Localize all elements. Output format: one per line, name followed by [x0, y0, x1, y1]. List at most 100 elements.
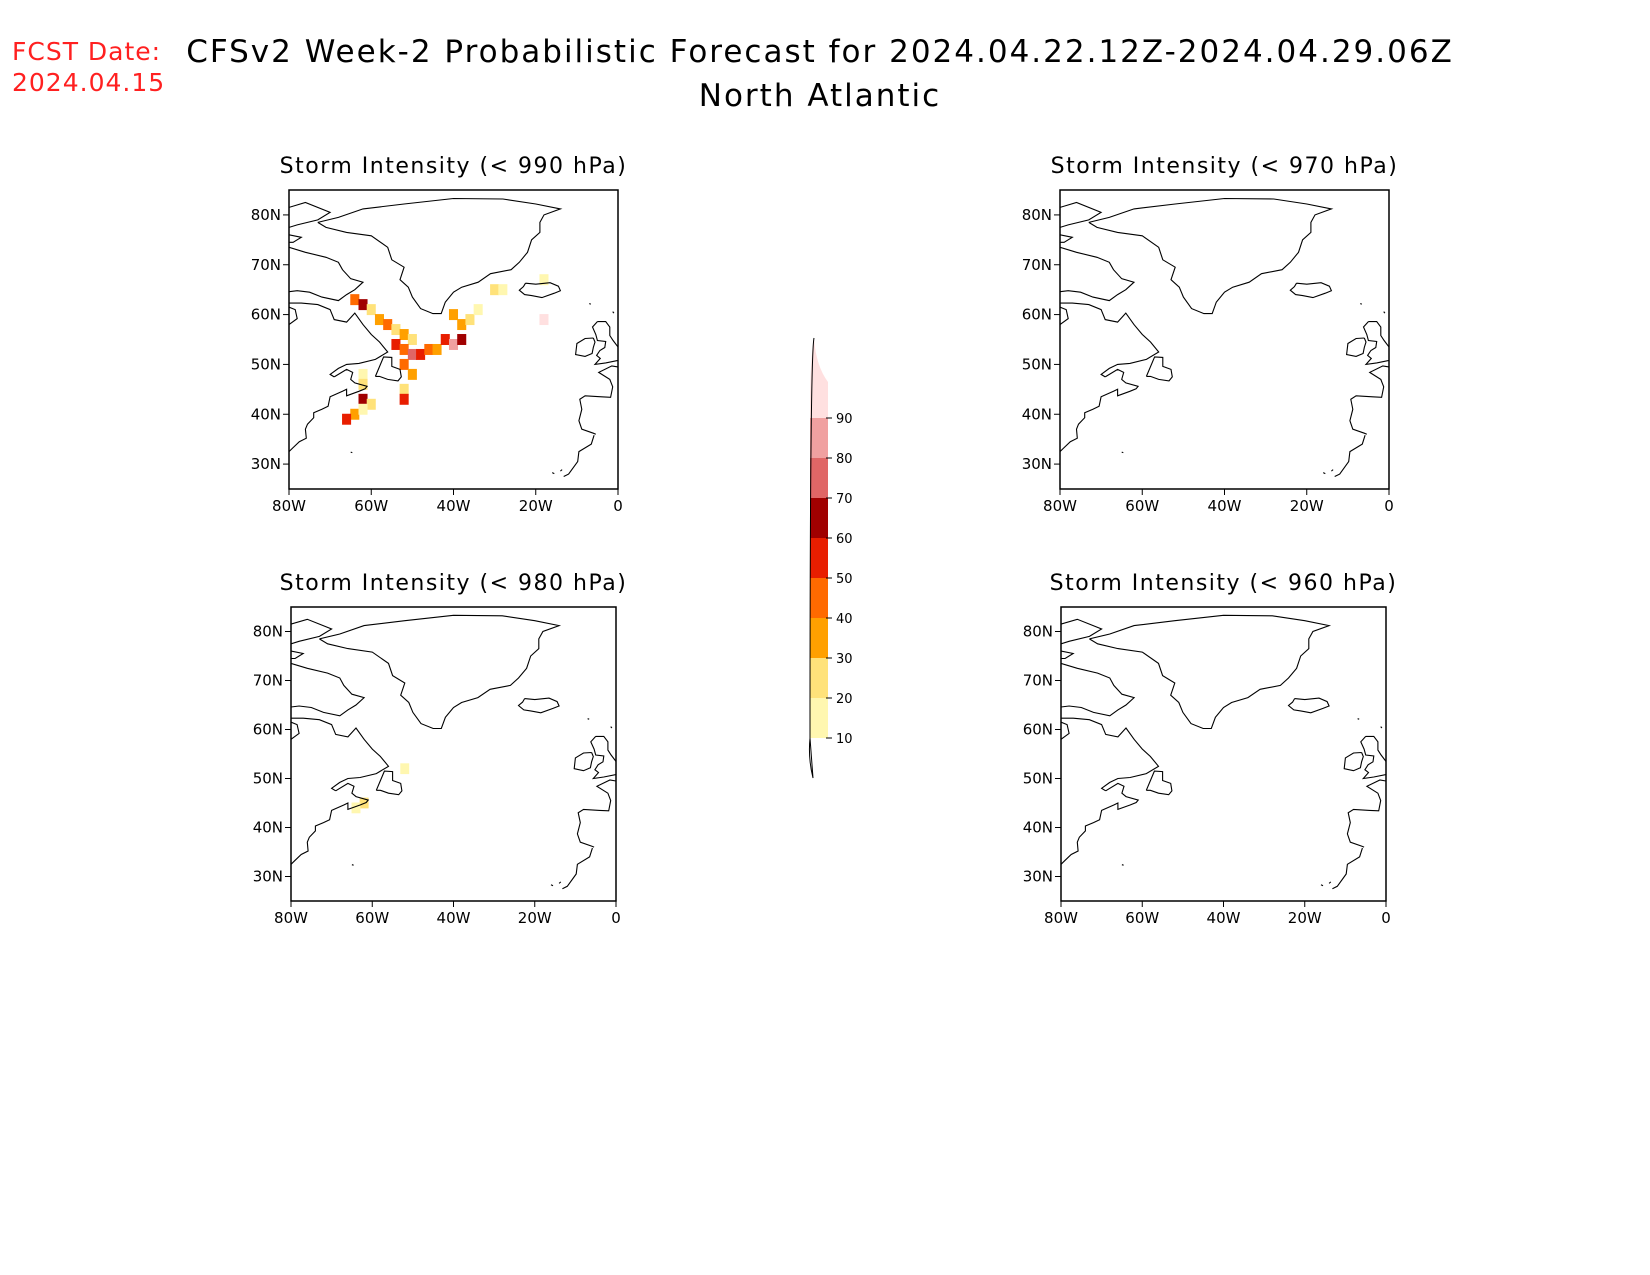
probability-cell: [383, 319, 393, 331]
probability-cell: [432, 343, 442, 355]
lon-tick-label: 80W: [1043, 497, 1077, 515]
lat-tick-label: 60N: [253, 721, 283, 739]
coastline: [1061, 662, 1136, 717]
forecast-date-block: FCST Date: 2024.04.15: [12, 36, 165, 98]
probability-cell: [391, 339, 401, 350]
coastline: [1346, 779, 1386, 848]
lat-tick-label: 30N: [1022, 455, 1052, 473]
coastline: [563, 435, 595, 477]
colorbar-swatch: [810, 658, 828, 698]
main-title: CFSv2 Week-2 Probabilistic Forecast for …: [186, 34, 1454, 70]
lat-tick-label: 40N: [1023, 819, 1053, 837]
probability-cell: [448, 339, 459, 350]
coastline: [1289, 282, 1333, 299]
probability-cell: [350, 294, 360, 306]
lat-tick-label: 80N: [251, 206, 281, 224]
lat-tick-label: 40N: [253, 819, 283, 837]
lon-tick-label: 40W: [1208, 497, 1242, 515]
map-frame: [1059, 189, 1390, 490]
forecast-date-value: 2024.04.15: [12, 68, 166, 97]
coastline: [1345, 337, 1367, 357]
colorbar-label: 60: [836, 532, 853, 547]
coastline: [1287, 697, 1330, 714]
probability-cell: [358, 403, 368, 415]
coastline: [291, 618, 333, 645]
coastline: [562, 847, 593, 890]
page-title: CFSv2 Week-2 Probabilistic Forecast for …: [160, 30, 1480, 118]
coastline: [1061, 782, 1140, 865]
probability-cell: [366, 304, 376, 316]
coastline: [1060, 368, 1140, 452]
colorbar-label: 20: [836, 692, 853, 707]
lon-tick-label: 60W: [355, 909, 389, 927]
lat-tick-label: 70N: [251, 256, 281, 274]
probability-cell: [399, 329, 409, 340]
colorbar-swatch: [810, 578, 828, 618]
coastline: [610, 726, 613, 729]
coastline: [1357, 718, 1360, 720]
colorbar: 10 20 30 40 50 60 70 80 90: [808, 337, 853, 779]
probability-cell: [399, 358, 409, 370]
coastline: [1331, 469, 1334, 472]
lon-tick-label: 60W: [354, 497, 388, 515]
probability-cell: [374, 314, 384, 326]
coastline: [1343, 751, 1364, 772]
probability-cell: [498, 284, 508, 296]
probability-cell: [399, 383, 409, 395]
colorbar-swatch: [810, 458, 828, 498]
probability-cell: [457, 319, 467, 331]
forecast-date-label: FCST Date:: [12, 37, 162, 66]
map-panel: Storm Intensity (< 960 hPa) 80N 70N 60N 50N 4…: [1023, 571, 1396, 927]
lat-tick-label: 80N: [1022, 206, 1052, 224]
colorbar-swatch: [810, 698, 828, 738]
colorbar-label: 80: [836, 452, 853, 467]
colorbar-label: 40: [836, 612, 853, 627]
lon-tick-label: 20W: [519, 497, 553, 515]
lat-tick-label: 60N: [1022, 306, 1052, 324]
coastline: [551, 472, 555, 475]
coastline: [1061, 650, 1075, 660]
colorbar-swatch: [810, 338, 828, 418]
lat-tick-label: 30N: [253, 868, 283, 886]
probability-cell: [465, 314, 475, 326]
coastline: [587, 718, 590, 720]
panel-title: Storm Intensity (< 990 hPa): [280, 154, 628, 179]
coastline: [1332, 847, 1363, 890]
probability-cell: [358, 393, 368, 405]
coastline: [319, 614, 562, 730]
colorbar-outline: [809, 337, 815, 739]
lon-tick-label: 0: [613, 497, 623, 515]
coastline: [289, 302, 389, 378]
lon-tick-label: 40W: [437, 909, 471, 927]
coastline: [1088, 197, 1334, 315]
probability-cell: [366, 398, 376, 410]
lat-tick-label: 50N: [253, 770, 283, 788]
coastline: [612, 311, 615, 314]
lat-tick-label: 50N: [251, 355, 281, 373]
coastline: [590, 735, 616, 780]
map-panel: Storm Intensity (< 970 hPa) 80N 70N 60N 50N 4…: [1022, 154, 1397, 515]
lon-tick-label: 60W: [1125, 909, 1159, 927]
coastline: [1334, 435, 1366, 477]
probability-cell: [351, 802, 361, 814]
coastline: [317, 197, 563, 315]
lat-tick-label: 30N: [251, 455, 281, 473]
coastline: [291, 721, 300, 740]
coastline: [1061, 717, 1160, 792]
coastline: [374, 356, 402, 382]
coastline: [375, 770, 403, 796]
lon-tick-label: 20W: [518, 909, 552, 927]
probability-cell: [407, 334, 417, 345]
lat-tick-label: 60N: [1023, 721, 1053, 739]
probability-cell: [424, 343, 434, 355]
coastline: [1383, 311, 1386, 314]
map-frame: [290, 606, 617, 902]
coastline: [558, 881, 562, 884]
probability-cell: [399, 393, 409, 405]
lat-tick-label: 60N: [251, 306, 281, 324]
coastline: [1145, 356, 1173, 382]
coastline: [1322, 472, 1326, 475]
colorbar-label: 50: [836, 572, 853, 587]
probability-cell: [358, 368, 368, 380]
map-panel: Storm Intensity (< 980 hPa) 80N 70N 60N 50N 4…: [253, 571, 626, 927]
